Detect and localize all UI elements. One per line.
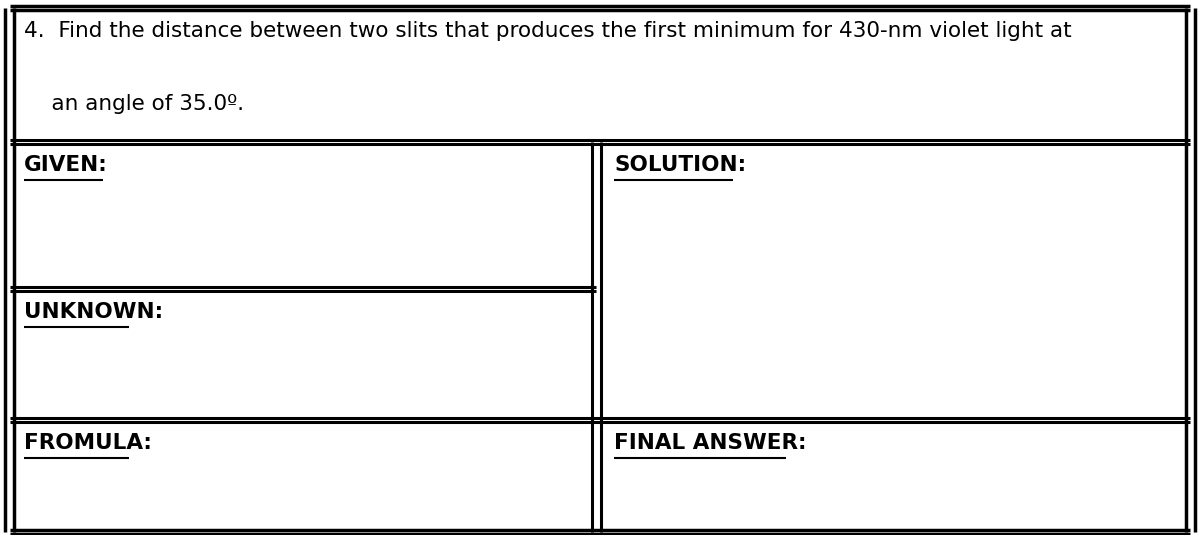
Text: 4.  Find the distance between two slits that produces the first minimum for 430-: 4. Find the distance between two slits t… (24, 21, 1072, 41)
Text: FROMULA:: FROMULA: (24, 433, 152, 453)
Text: FINAL ANSWER:: FINAL ANSWER: (614, 433, 806, 453)
Text: an angle of 35.0º.: an angle of 35.0º. (24, 94, 244, 113)
Text: GIVEN:: GIVEN: (24, 155, 108, 175)
Text: UNKNOWN:: UNKNOWN: (24, 302, 163, 322)
Text: SOLUTION:: SOLUTION: (614, 155, 746, 175)
